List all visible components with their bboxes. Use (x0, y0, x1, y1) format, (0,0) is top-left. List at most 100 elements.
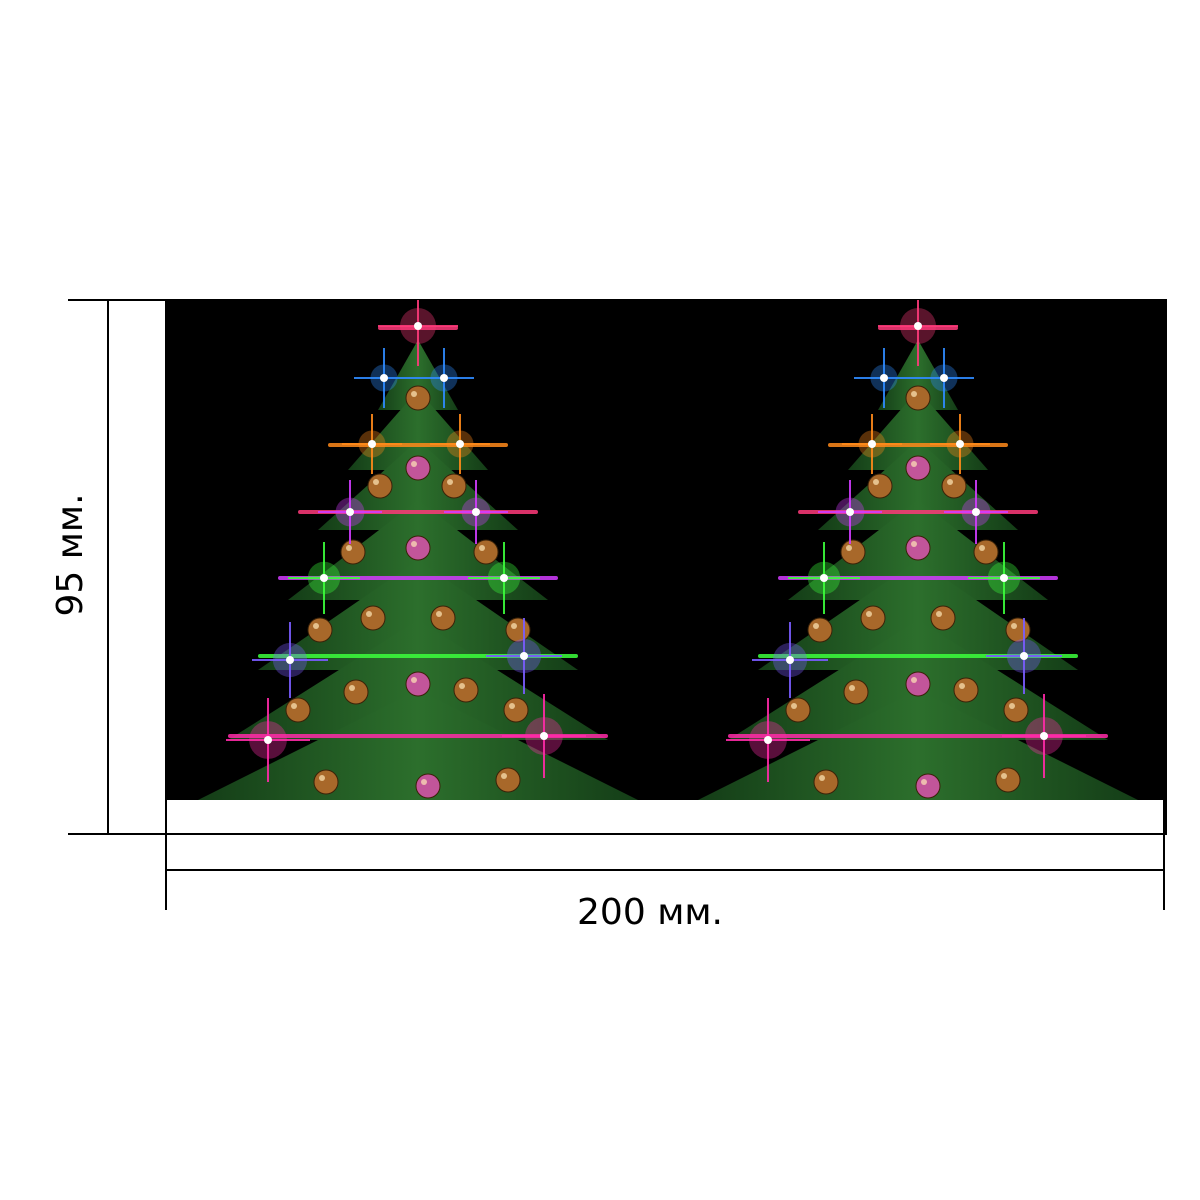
ornament (343, 679, 369, 705)
ornament (941, 473, 967, 499)
ornament (313, 769, 339, 795)
width-dimension: 200 мм. (165, 800, 1165, 933)
ornament (340, 539, 366, 565)
sparkle-core (1020, 652, 1028, 660)
ornament (503, 697, 529, 723)
ornament-highlight (1009, 703, 1015, 709)
ornament (843, 679, 869, 705)
ornament (430, 605, 456, 631)
sparkle-core (820, 574, 828, 582)
height-dimension: 95 мм. (50, 299, 167, 835)
ornament-highlight (866, 611, 872, 617)
ornament (867, 473, 893, 499)
sparkle-core (368, 440, 376, 448)
sparkle-core (1000, 574, 1008, 582)
ornament (307, 617, 333, 643)
right-christmas-tree (698, 300, 1138, 800)
ornament (905, 671, 931, 697)
ornament (285, 697, 311, 723)
ornament-highlight (349, 685, 355, 691)
ornament-highlight (411, 461, 417, 467)
sparkle-core (914, 322, 922, 330)
ornament (807, 617, 833, 643)
sparkle-core (1040, 732, 1048, 740)
sparkle-core (868, 440, 876, 448)
sparkle-core (456, 440, 464, 448)
ornament-highlight (509, 703, 515, 709)
ornament (473, 539, 499, 565)
ornament-highlight (936, 611, 942, 617)
ornament-highlight (911, 677, 917, 683)
ornament-highlight (411, 391, 417, 397)
ornament-highlight (819, 775, 825, 781)
sparkle-core (786, 656, 794, 664)
ornament (905, 535, 931, 561)
ornament (860, 605, 886, 631)
ornament-highlight (1011, 623, 1017, 629)
tree-tier (318, 440, 518, 530)
sparkle-core (956, 440, 964, 448)
sparkle-core (500, 574, 508, 582)
sparkle-core (286, 656, 294, 664)
ornament-highlight (911, 541, 917, 547)
ornament-highlight (436, 611, 442, 617)
ornament-highlight (947, 479, 953, 485)
ornament (360, 605, 386, 631)
ornament-highlight (447, 479, 453, 485)
ornament-highlight (813, 623, 819, 629)
ornament (495, 767, 521, 793)
ornament-highlight (313, 623, 319, 629)
ornament (405, 455, 431, 481)
tree-tier (848, 390, 988, 470)
ornament (785, 697, 811, 723)
ornament (905, 455, 931, 481)
ornament-highlight (411, 541, 417, 547)
ornament (953, 677, 979, 703)
sparkle-core (846, 508, 854, 516)
left-christmas-tree (198, 300, 638, 800)
tree-tier (758, 560, 1078, 670)
tree-tier (198, 690, 638, 800)
ornament-highlight (511, 623, 517, 629)
ornament-highlight (1001, 773, 1007, 779)
width-dimension-label: 200 мм. (577, 892, 723, 933)
ornament (415, 773, 441, 799)
ornament (973, 539, 999, 565)
ornament (1005, 617, 1031, 643)
ornament-highlight (291, 703, 297, 709)
ornament (995, 767, 1021, 793)
ornament-highlight (501, 773, 507, 779)
tree-tier (698, 690, 1138, 800)
sparkle-core (520, 652, 528, 660)
ornament (453, 677, 479, 703)
ornament-highlight (411, 677, 417, 683)
tree-tier (378, 340, 458, 410)
sparkle-core (972, 508, 980, 516)
tree-tier (878, 340, 958, 410)
ornament-highlight (849, 685, 855, 691)
sparkle-core (880, 374, 888, 382)
ornament (505, 617, 531, 643)
ornament (905, 385, 931, 411)
ornament (441, 473, 467, 499)
tree-tier (818, 440, 1018, 530)
ornament-highlight (346, 545, 352, 551)
ornament-highlight (319, 775, 325, 781)
ornament-highlight (921, 779, 927, 785)
ornament-highlight (873, 479, 879, 485)
ornament (405, 671, 431, 697)
ornament-highlight (846, 545, 852, 551)
ornament-highlight (421, 779, 427, 785)
ornament-highlight (373, 479, 379, 485)
ornament-highlight (791, 703, 797, 709)
sparkle-core (320, 574, 328, 582)
sparkle-core (380, 374, 388, 382)
ornament (840, 539, 866, 565)
ornament-highlight (911, 461, 917, 467)
ornament-highlight (366, 611, 372, 617)
sparkle-core (540, 732, 548, 740)
ornament (813, 769, 839, 795)
sparkle-core (346, 508, 354, 516)
ornament (367, 473, 393, 499)
